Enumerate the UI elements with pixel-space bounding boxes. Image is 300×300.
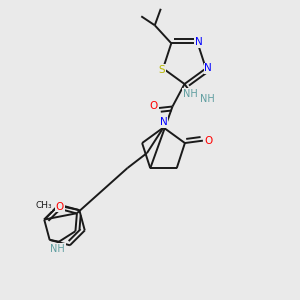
Text: N: N xyxy=(195,38,203,47)
Text: O: O xyxy=(204,136,212,146)
Text: CH₃: CH₃ xyxy=(35,202,52,211)
Text: NH: NH xyxy=(183,89,198,99)
Text: N: N xyxy=(204,64,212,74)
Text: NH: NH xyxy=(200,94,215,104)
Text: O: O xyxy=(149,101,158,112)
Text: O: O xyxy=(56,202,64,212)
Text: S: S xyxy=(158,65,165,75)
Text: NH: NH xyxy=(50,244,65,254)
Text: N: N xyxy=(160,117,167,127)
